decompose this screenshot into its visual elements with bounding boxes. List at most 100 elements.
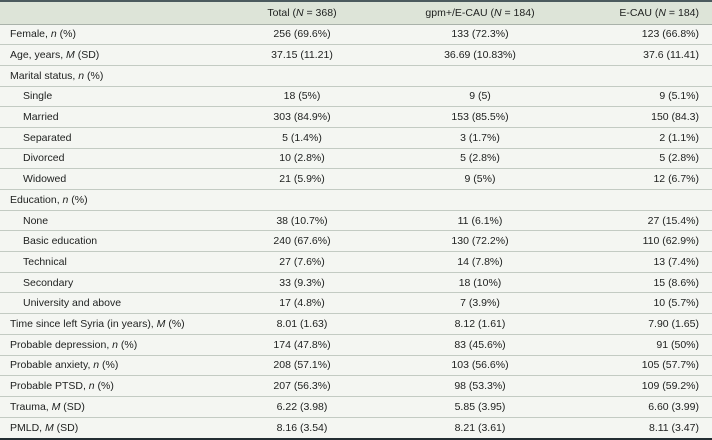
header-col-ecau: E-CAU (N = 184) bbox=[570, 2, 712, 25]
value-cell: 110 (62.9%) bbox=[570, 230, 712, 252]
value-cell: 18 (10%) bbox=[390, 271, 570, 293]
value-cell: 9 (5) bbox=[390, 85, 570, 107]
value-cell bbox=[390, 189, 570, 211]
value-cell: 27 (15.4%) bbox=[570, 209, 712, 231]
value-cell: 5 (2.8%) bbox=[570, 147, 712, 169]
value-cell: 8.11 (3.47) bbox=[570, 416, 712, 438]
table-row: Female, n (%) 256 (69.6%) 133 (72.3%) 123 (… bbox=[0, 24, 712, 45]
table-row: University and above 17 (4.8%) 7 (3.9%) 10 … bbox=[0, 292, 712, 314]
table-row: Single 18 (5%) 9 (5) 9 (5.1%) bbox=[0, 85, 712, 107]
table-row: Probable PTSD, n (%) 207 (56.3%) 98 (53.3%… bbox=[0, 375, 712, 397]
value-cell bbox=[390, 64, 570, 87]
table-row: PMLD, M (SD) 8.16 (3.54) 8.21 (3.61) 8.11 (… bbox=[0, 416, 712, 438]
value-cell: 130 (72.2%) bbox=[390, 230, 570, 252]
table-row: Probable anxiety, n (%) 208 (57.1%) 103 (5… bbox=[0, 354, 712, 376]
value-cell: 6.22 (3.98) bbox=[214, 395, 390, 418]
value-cell: 38 (10.7%) bbox=[214, 209, 390, 231]
value-cell: 91 (50%) bbox=[570, 333, 712, 355]
value-cell: 208 (57.1%) bbox=[214, 354, 390, 376]
value-cell: 36.69 (10.83%) bbox=[390, 44, 570, 66]
value-cell: 3 (1.7%) bbox=[390, 126, 570, 149]
table-row: Basic education 240 (67.6%) 130 (72.2%) 110… bbox=[0, 230, 712, 252]
value-cell bbox=[214, 189, 390, 211]
value-cell: 14 (7.8%) bbox=[390, 251, 570, 273]
value-cell: 37.6 (11.41) bbox=[570, 44, 712, 66]
value-cell: 11 (6.1%) bbox=[390, 209, 570, 231]
row-label: Widowed bbox=[0, 168, 214, 190]
row-label: Female, n (%) bbox=[10, 28, 76, 41]
header-empty-cell bbox=[0, 2, 214, 25]
value-cell: 7 (3.9%) bbox=[390, 292, 570, 314]
table-header: Total (N = 368) gpm+/E-CAU (N = 184) E-C… bbox=[0, 2, 712, 25]
row-label: Separated bbox=[0, 126, 214, 149]
value-cell: 109 (59.2%) bbox=[570, 375, 712, 397]
value-cell: 18 (5%) bbox=[214, 85, 390, 107]
value-cell: 2 (1.1%) bbox=[570, 126, 712, 149]
row-label: PMLD, M (SD) bbox=[0, 416, 214, 438]
section-row: Education, n (%) bbox=[0, 189, 712, 211]
value-cell: 10 (2.8%) bbox=[214, 147, 390, 169]
value-cell: 153 (85.5%) bbox=[390, 106, 570, 128]
table-row: Technical 27 (7.6%) 14 (7.8%) 13 (7.4%) bbox=[0, 251, 712, 273]
value-cell: 6.60 (3.99) bbox=[570, 395, 712, 418]
value-cell bbox=[214, 64, 390, 87]
row-label: Probable anxiety, n (%) bbox=[0, 354, 214, 376]
value-cell: 303 (84.9%) bbox=[214, 106, 390, 128]
row-label: Probable depression, n (%) bbox=[0, 333, 214, 355]
value-cell: 123 (66.8%) bbox=[641, 28, 699, 41]
row-label: Single bbox=[0, 85, 214, 107]
row-label: Marital status, n (%) bbox=[0, 64, 214, 87]
value-cell bbox=[570, 189, 712, 211]
value-cell: 240 (67.6%) bbox=[214, 230, 390, 252]
value-cell: 27 (7.6%) bbox=[214, 251, 390, 273]
row-label: Education, n (%) bbox=[0, 189, 214, 211]
value-cell: 207 (56.3%) bbox=[214, 375, 390, 397]
row-label: Age, years, M (SD) bbox=[0, 44, 214, 66]
value-cell: 12 (6.7%) bbox=[570, 168, 712, 190]
table-row: Secondary 33 (9.3%) 18 (10%) 15 (8.6%) bbox=[0, 271, 712, 293]
value-cell: 83 (45.6%) bbox=[390, 333, 570, 355]
row-label: Married bbox=[0, 106, 214, 128]
header-col-gpm-ecau: gpm+/E-CAU (N = 184) bbox=[390, 2, 570, 25]
row-label: None bbox=[0, 209, 214, 231]
row-label: Technical bbox=[0, 251, 214, 273]
value-cell: 174 (47.8%) bbox=[214, 333, 390, 355]
table-row: Widowed 21 (5.9%) 9 (5%) 12 (6.7%) bbox=[0, 168, 712, 190]
table-row: Separated 5 (1.4%) 3 (1.7%) 2 (1.1%) bbox=[0, 126, 712, 149]
value-cell: 17 (4.8%) bbox=[214, 292, 390, 314]
table-row: Married 303 (84.9%) 153 (85.5%) 150 (84.3) bbox=[0, 106, 712, 128]
value-cell: 98 (53.3%) bbox=[390, 375, 570, 397]
row-label: University and above bbox=[0, 292, 214, 314]
value-cell: 8.21 (3.61) bbox=[390, 416, 570, 438]
row-label: Divorced bbox=[0, 147, 214, 169]
value-cell bbox=[570, 64, 712, 87]
row-label: Basic education bbox=[0, 230, 214, 252]
header-row: Total (N = 368) gpm+/E-CAU (N = 184) E-C… bbox=[0, 2, 712, 25]
table-row: Age, years, M (SD) 37.15 (11.21) 36.69 (10… bbox=[0, 44, 712, 66]
value-cell: 15 (8.6%) bbox=[570, 271, 712, 293]
value-cell: 5.85 (3.95) bbox=[390, 395, 570, 418]
value-cell: 133 (72.3%) bbox=[451, 28, 509, 41]
header-col-total: Total (N = 368) bbox=[214, 2, 390, 25]
value-cell: 7.90 (1.65) bbox=[570, 313, 712, 335]
row-label: Probable PTSD, n (%) bbox=[0, 375, 214, 397]
value-cell: 256 (69.6%) bbox=[273, 28, 331, 41]
value-cell: 150 (84.3) bbox=[570, 106, 712, 128]
value-cell: 33 (9.3%) bbox=[214, 271, 390, 293]
value-cell: 10 (5.7%) bbox=[570, 292, 712, 314]
value-cell: 9 (5%) bbox=[390, 168, 570, 190]
value-cell: 21 (5.9%) bbox=[214, 168, 390, 190]
table-row: Time since left Syria (in years), M (%) 8… bbox=[0, 313, 712, 335]
value-cell: 37.15 (11.21) bbox=[214, 44, 390, 66]
value-cell: 8.16 (3.54) bbox=[214, 416, 390, 438]
value-cell: 8.12 (1.61) bbox=[390, 313, 570, 335]
row-label: Trauma, M (SD) bbox=[0, 395, 214, 418]
table-row: Probable depression, n (%) 174 (47.8%) 83 … bbox=[0, 333, 712, 355]
value-cell: 9 (5.1%) bbox=[570, 85, 712, 107]
table-row: Divorced 10 (2.8%) 5 (2.8%) 5 (2.8%) bbox=[0, 147, 712, 169]
value-cell: 5 (2.8%) bbox=[390, 147, 570, 169]
row-label: Secondary bbox=[0, 271, 214, 293]
value-cell: 13 (7.4%) bbox=[570, 251, 712, 273]
